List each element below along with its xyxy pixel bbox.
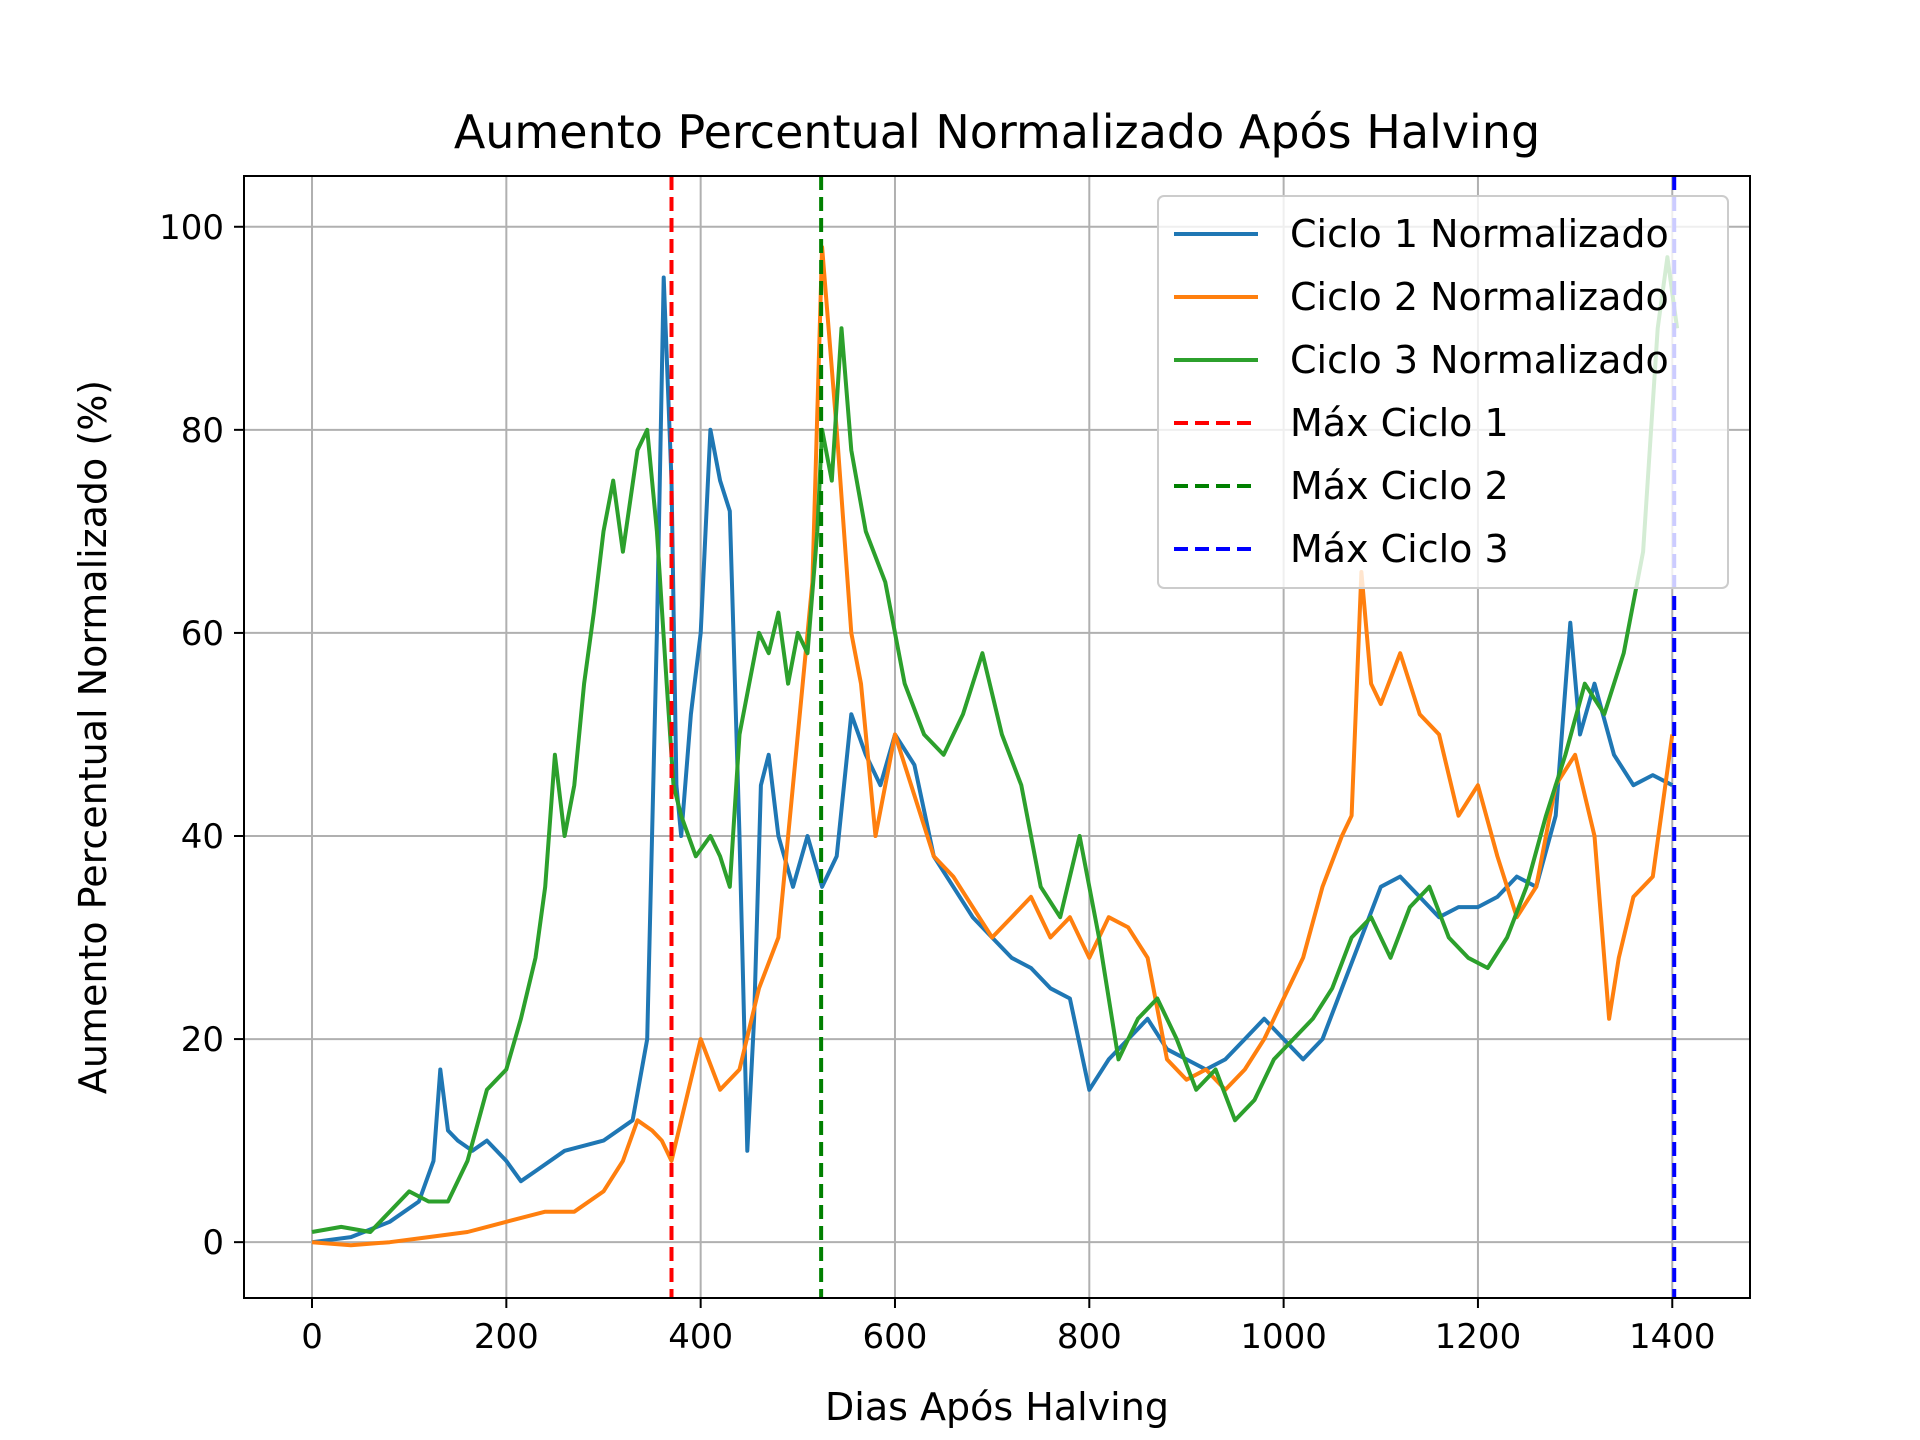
ticks: 0 200 400 600 800 1000 1200 1400 0 20 40 60 80 100 (159, 208, 1715, 1357)
series-line-ciclo-1 (311, 275, 1674, 1245)
legend-label: Ciclo 1 Normalizado (1290, 212, 1669, 256)
legend: Ciclo 1 Normalizado Ciclo 2 Normalizado Ci… (1157, 195, 1729, 589)
legend-box (1157, 195, 1729, 589)
x-tick-label: 0 (301, 1317, 323, 1357)
x-axis-label: Dias Após Halving (825, 1385, 1169, 1429)
y-tick-label: 100 (159, 208, 224, 248)
y-tick-label: 20 (181, 1020, 224, 1060)
series-layer (311, 245, 1680, 1248)
legend-label: Ciclo 2 Normalizado (1290, 275, 1669, 319)
plot-frame (243, 175, 1751, 1299)
y-tick-label: 0 (202, 1223, 224, 1263)
legend-label: Máx Ciclo 2 (1290, 464, 1509, 508)
y-tick-label: 60 (181, 614, 224, 654)
x-tick-label: 800 (1057, 1317, 1122, 1357)
x-tick-label: 1000 (1240, 1317, 1327, 1357)
legend-label: Máx Ciclo 3 (1290, 527, 1509, 571)
vline-layer (669, 176, 1677, 1298)
legend-label: Máx Ciclo 1 (1290, 401, 1509, 445)
x-tick-label: 200 (474, 1317, 539, 1357)
y-tick-label: 80 (181, 411, 224, 451)
x-tick-label: 600 (863, 1317, 928, 1357)
y-axis-label: Aumento Percentual Normalizado (%) (71, 380, 115, 1094)
chart-title: Aumento Percentual Normalizado Após Halv… (454, 105, 1540, 159)
x-tick-label: 400 (668, 1317, 733, 1357)
x-tick-label: 1400 (1629, 1317, 1716, 1357)
legend-label: Ciclo 3 Normalizado (1290, 338, 1669, 382)
series-line-ciclo-3 (311, 255, 1680, 1234)
x-tick-label: 1200 (1435, 1317, 1522, 1357)
y-tick-label: 40 (181, 817, 224, 857)
series-line-ciclo-2 (311, 245, 1675, 1248)
